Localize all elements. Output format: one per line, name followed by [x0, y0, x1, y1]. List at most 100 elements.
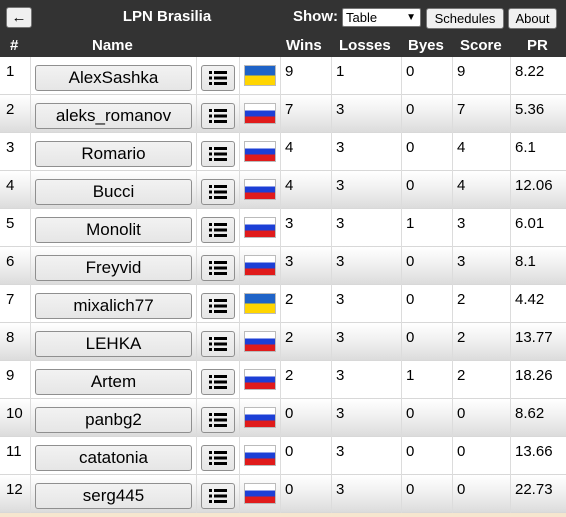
player-details-button[interactable] — [201, 179, 235, 205]
cell-divider — [280, 323, 281, 361]
cell-divider — [239, 133, 240, 171]
wins-value: 9 — [285, 63, 294, 80]
cell-divider — [280, 209, 281, 247]
losses-value: 3 — [336, 215, 345, 232]
ukraine-flag-icon — [244, 293, 276, 314]
cell-divider — [401, 95, 402, 133]
pr-value: 13.77 — [515, 329, 553, 346]
rank-number: 4 — [6, 177, 15, 194]
player-name-button[interactable]: LEHKA — [35, 331, 192, 357]
player-details-button[interactable] — [201, 407, 235, 433]
losses-value: 3 — [336, 443, 345, 460]
byes-value: 0 — [406, 405, 415, 422]
cell-divider — [401, 171, 402, 209]
cell-divider — [280, 171, 281, 209]
cell-divider — [196, 475, 197, 513]
score-value: 2 — [457, 367, 466, 384]
player-details-button[interactable] — [201, 103, 235, 129]
cell-divider — [331, 437, 332, 475]
losses-value: 3 — [336, 101, 345, 118]
player-name-button[interactable]: serg445 — [35, 483, 192, 509]
cell-divider — [401, 475, 402, 513]
cell-divider — [30, 247, 31, 285]
player-details-button[interactable] — [201, 141, 235, 167]
cell-divider — [452, 209, 453, 247]
player-name-button[interactable]: aleks_romanov — [35, 103, 192, 129]
losses-value: 3 — [336, 139, 345, 156]
byes-value: 0 — [406, 63, 415, 80]
table-row: 3 Romario 4 3 0 4 6.1 — [0, 133, 566, 171]
player-details-button[interactable] — [201, 293, 235, 319]
player-details-button[interactable] — [201, 65, 235, 91]
cell-divider — [280, 133, 281, 171]
losses-value: 3 — [336, 253, 345, 270]
view-select[interactable]: Table ▼ — [342, 8, 421, 27]
player-name-button[interactable]: mixalich77 — [35, 293, 192, 319]
cell-divider — [239, 95, 240, 133]
score-value: 7 — [457, 101, 466, 118]
cell-divider — [331, 133, 332, 171]
col-header-num: # — [10, 37, 19, 54]
cell-divider — [30, 209, 31, 247]
cell-divider — [196, 209, 197, 247]
cell-divider — [196, 95, 197, 133]
cell-divider — [239, 247, 240, 285]
cell-divider — [239, 171, 240, 209]
player-name-button[interactable]: Monolit — [35, 217, 192, 243]
russia-flag-icon — [244, 255, 276, 276]
player-details-button[interactable] — [201, 331, 235, 357]
wins-value: 3 — [285, 253, 294, 270]
list-icon — [209, 413, 227, 427]
player-name-button[interactable]: AlexSashka — [35, 65, 192, 91]
cell-divider — [452, 361, 453, 399]
pr-value: 8.62 — [515, 405, 545, 422]
schedules-button[interactable]: Schedules — [426, 8, 504, 29]
col-header-name: Name — [92, 37, 133, 54]
byes-value: 0 — [406, 101, 415, 118]
russia-flag-icon — [244, 141, 276, 162]
cell-divider — [30, 95, 31, 133]
byes-value: 1 — [406, 215, 415, 232]
player-name-button[interactable]: panbg2 — [35, 407, 192, 433]
russia-flag-icon — [244, 217, 276, 238]
player-name-button[interactable]: Artem — [35, 369, 192, 395]
back-button[interactable]: ← — [6, 7, 32, 28]
about-button[interactable]: About — [508, 8, 557, 29]
player-name-button[interactable]: catatonia — [35, 445, 192, 471]
player-name-button[interactable]: Freyvid — [35, 255, 192, 281]
cell-divider — [452, 437, 453, 475]
cell-divider — [401, 323, 402, 361]
player-details-button[interactable] — [201, 445, 235, 471]
cell-divider — [280, 57, 281, 95]
cell-divider — [196, 133, 197, 171]
list-icon — [209, 261, 227, 275]
player-details-button[interactable] — [201, 217, 235, 243]
cell-divider — [331, 475, 332, 513]
player-details-button[interactable] — [201, 369, 235, 395]
pr-value: 4.42 — [515, 291, 545, 308]
rank-number: 6 — [6, 253, 15, 270]
rank-number: 7 — [6, 291, 15, 308]
score-value: 3 — [457, 253, 466, 270]
pr-value: 5.36 — [515, 101, 545, 118]
player-name-button[interactable]: Bucci — [35, 179, 192, 205]
col-header-byes: Byes — [408, 37, 444, 54]
losses-value: 3 — [336, 481, 345, 498]
app-title: LPN Brasilia — [122, 8, 212, 25]
cell-divider — [401, 437, 402, 475]
table-header: # Name Wins Losses Byes Score PR — [0, 35, 566, 57]
table-row: 2 aleks_romanov 7 3 0 7 5.36 — [0, 95, 566, 133]
player-details-button[interactable] — [201, 483, 235, 509]
pr-value: 6.01 — [515, 215, 545, 232]
rank-number: 12 — [6, 481, 23, 498]
cell-divider — [30, 361, 31, 399]
cell-divider — [196, 399, 197, 437]
cell-divider — [331, 323, 332, 361]
cell-divider — [30, 171, 31, 209]
cell-divider — [196, 285, 197, 323]
player-details-button[interactable] — [201, 255, 235, 281]
losses-value: 3 — [336, 291, 345, 308]
player-name-button[interactable]: Romario — [35, 141, 192, 167]
table-row: 6 Freyvid 3 3 0 3 8.1 — [0, 247, 566, 285]
wins-value: 0 — [285, 443, 294, 460]
